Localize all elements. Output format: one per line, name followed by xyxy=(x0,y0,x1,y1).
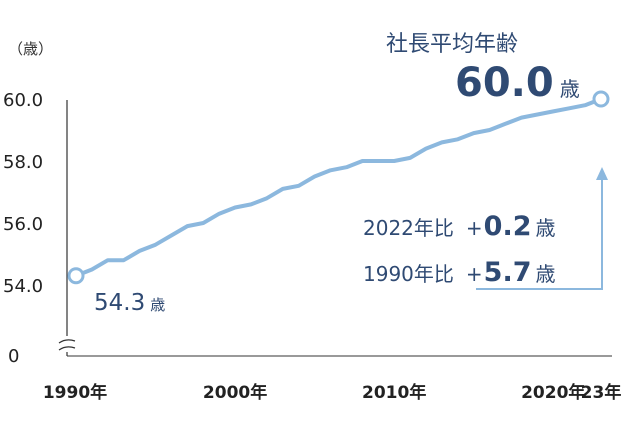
start-value: 54.3 xyxy=(94,290,145,316)
compare-value-2022: 0.2 xyxy=(484,211,532,242)
y-tick-labels: 54.0 56.0 58.0 60.0 xyxy=(3,90,43,297)
y-tick-label: 58.0 xyxy=(3,152,43,173)
start-unit: 歳 xyxy=(150,296,165,314)
compare-unit-2022: 歳 xyxy=(536,216,556,240)
y-tick-label: 56.0 xyxy=(3,214,43,235)
x-tick-label: 2010年 xyxy=(362,382,426,403)
end-value-annotation: 60.0 歳 xyxy=(455,60,580,106)
compare-value-1990: 5.7 xyxy=(484,257,532,288)
compare-sign-2022: + xyxy=(466,216,483,240)
compare-label-2022: 2022年比 xyxy=(363,216,454,240)
y-tick-zero: 0 xyxy=(8,346,19,367)
x-tick-label: 2000年 xyxy=(203,382,267,403)
y-tick-label: 60.0 xyxy=(3,90,43,111)
x-tick-label: 2020年 xyxy=(521,382,585,403)
compare-bracket xyxy=(476,178,603,290)
compare-sign-1990: + xyxy=(466,262,483,286)
axis-break-mark xyxy=(58,339,76,351)
end-unit: 歳 xyxy=(560,77,580,101)
start-point-marker xyxy=(67,267,85,285)
compare-arrow-head xyxy=(596,167,608,180)
end-label: 社長平均年齢 xyxy=(386,32,518,57)
y-unit-label: （歳） xyxy=(8,40,53,58)
x-tick-label: 1990年 xyxy=(43,382,107,403)
end-point-marker xyxy=(592,90,610,108)
x-tick-label: 23年 xyxy=(581,382,622,403)
compare-row-1990: 1990年比 +5.7 歳 xyxy=(363,257,556,288)
series-points xyxy=(67,90,610,285)
compare-row-2022: 2022年比 +0.2 歳 xyxy=(363,211,556,242)
series-line xyxy=(74,97,603,278)
start-value-annotation: 54.3 歳 xyxy=(94,290,165,316)
compare-label-1990: 1990年比 xyxy=(363,262,454,286)
y-tick-label: 54.0 xyxy=(3,276,43,297)
compare-unit-1990: 歳 xyxy=(536,262,556,286)
end-value: 60.0 xyxy=(455,60,554,106)
